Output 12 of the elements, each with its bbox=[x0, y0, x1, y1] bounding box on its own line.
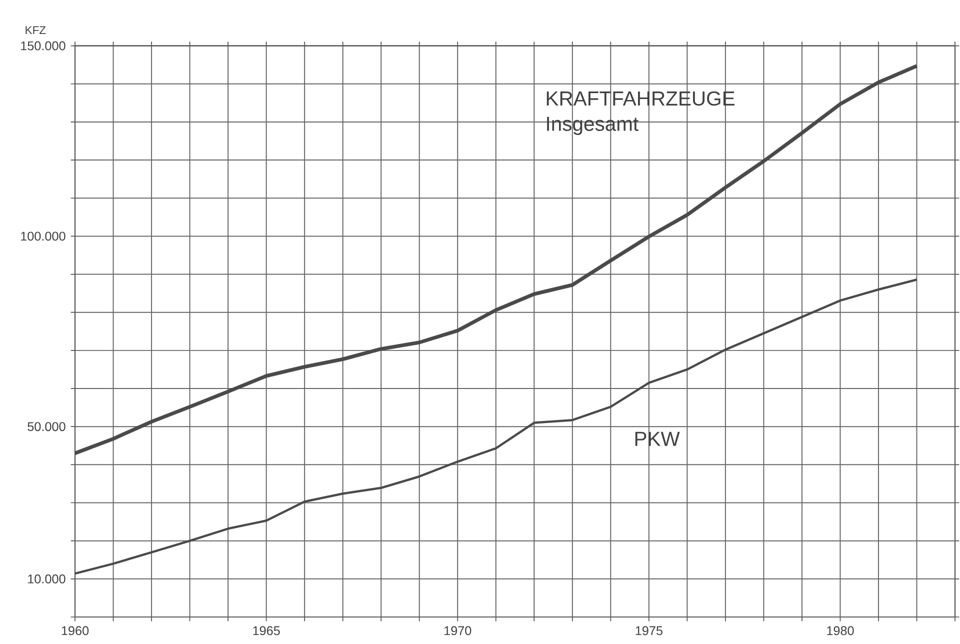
x-tick-label: 1975 bbox=[636, 626, 662, 636]
line-series bbox=[74, 278, 918, 575]
line-series bbox=[73, 64, 919, 456]
x-tick-label: 1965 bbox=[253, 626, 280, 636]
y-tick-label: 50.000 bbox=[28, 422, 66, 432]
x-tick-label: 1970 bbox=[444, 626, 472, 636]
x-tick-label: 1980 bbox=[827, 626, 854, 636]
y-tick-label: 150.000 bbox=[21, 41, 66, 50]
y-axis-title: KFZ bbox=[26, 26, 46, 34]
y-tick-label: 10.000 bbox=[28, 574, 66, 584]
x-tick-label: 1960 bbox=[62, 626, 89, 636]
y-tick-label: 100.000 bbox=[21, 232, 66, 241]
